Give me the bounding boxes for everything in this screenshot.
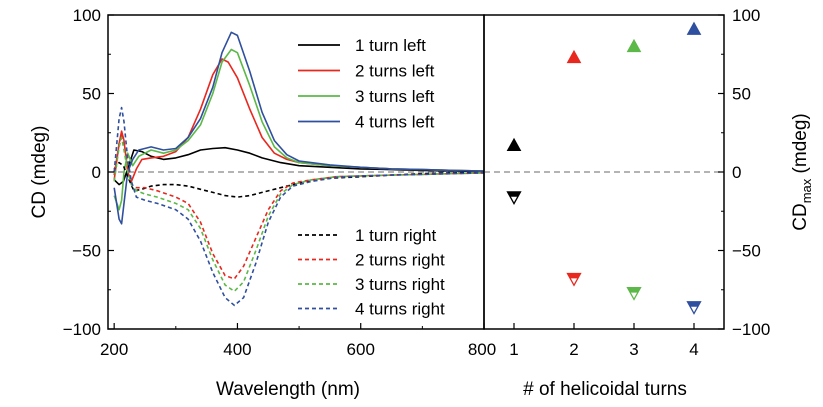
cdmax-right-marker-fill xyxy=(627,287,641,293)
left-x-tick-label: 600 xyxy=(347,340,375,359)
legend-label: 4 turns left xyxy=(355,113,435,132)
cdmax-right-marker-fill xyxy=(687,301,701,307)
left-x-tick-label: 800 xyxy=(468,340,496,359)
left-x-axis-label: Wavelength (nm) xyxy=(216,379,360,400)
left-y-tick-label: −100 xyxy=(63,320,101,339)
series-line-3-turns-right xyxy=(113,136,485,293)
left-y-axis-label: CD (mdeg) xyxy=(29,126,50,219)
left-x-tick-label: 200 xyxy=(100,340,128,359)
right-x-tick-label: 4 xyxy=(689,340,698,359)
legend-label: 3 turns left xyxy=(355,87,435,106)
cdmax-right-marker-fill xyxy=(507,191,521,197)
right-y-tick-label: 0 xyxy=(732,163,741,182)
right-x-tick-label: 2 xyxy=(569,340,578,359)
right-y-label-sub: max xyxy=(799,178,814,203)
right-y-tick-label: 100 xyxy=(732,6,760,25)
right-y-label-unit: (mdeg) xyxy=(790,113,811,178)
series-line-1-turn-left xyxy=(113,146,485,186)
left-x-tick-label: 400 xyxy=(223,340,251,359)
legend-label: 4 turns right xyxy=(355,300,445,319)
right-x-axis-label: # of helicoidal turns xyxy=(523,379,687,400)
legend-label: 1 turn left xyxy=(355,36,426,55)
right-y-tick-label: −100 xyxy=(732,320,770,339)
cdmax-left-marker xyxy=(686,21,702,35)
right-y-tick-label: −50 xyxy=(732,242,761,261)
legend-label: 3 turns right xyxy=(355,275,445,294)
legend-label: 2 turns right xyxy=(355,251,445,270)
right-y-label-main: CD xyxy=(790,203,811,230)
left-y-tick-label: 100 xyxy=(73,6,101,25)
legend-label: 2 turns left xyxy=(355,62,435,81)
cdmax-left-marker xyxy=(566,49,582,64)
right-y-axis-label: CDmax (mdeg) xyxy=(790,113,814,230)
series-line-1-turn-right xyxy=(113,161,485,198)
cdmax-left-marker xyxy=(626,38,642,53)
right-x-tick-label: 3 xyxy=(629,340,638,359)
right-y-tick-label: 50 xyxy=(732,85,751,104)
left-y-tick-label: 0 xyxy=(92,163,101,182)
legend-label: 1 turn right xyxy=(355,226,437,245)
cdmax-left-marker xyxy=(506,137,522,152)
left-y-tick-label: 50 xyxy=(82,85,101,104)
right-x-tick-label: 1 xyxy=(509,340,518,359)
series-line-2-turns-right xyxy=(113,133,485,280)
series-line-4-turns-left xyxy=(113,31,485,225)
left-y-tick-label: −50 xyxy=(72,242,101,261)
cdmax-panel: 100 50 0 −50 −100 1 2 3 4 xyxy=(483,6,770,359)
cdmax-right-marker-fill xyxy=(567,273,581,279)
